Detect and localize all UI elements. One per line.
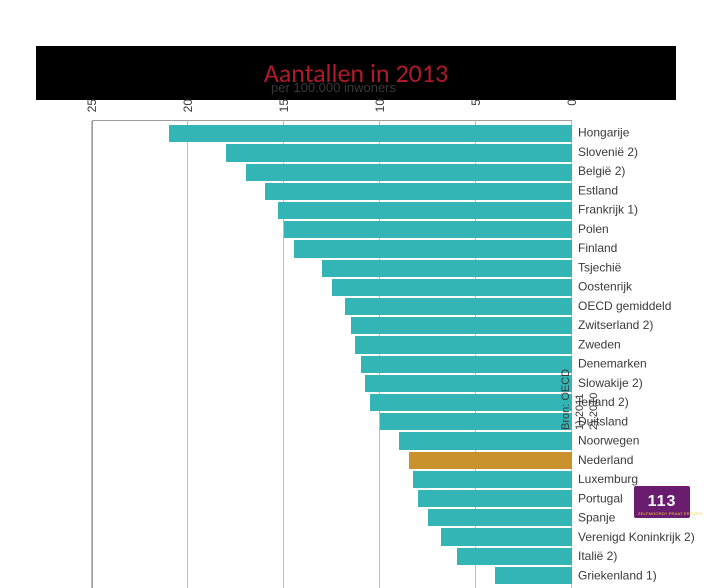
bar [428, 509, 572, 526]
y-axis-title-holder: per 100.000 inwoners [93, 77, 573, 97]
y-tick-label: 20 [181, 99, 195, 112]
bar [278, 202, 572, 219]
bar [361, 356, 572, 373]
bar [380, 413, 572, 430]
logo-tagline: ZELFMOORD? PRAAT EROVER. [638, 511, 703, 516]
bar [370, 394, 572, 411]
bar [345, 298, 572, 315]
category-label: Slovenië 2) [572, 143, 702, 160]
category-label: Zweden [572, 336, 702, 353]
source-note: Bron: OECD 1) 2011 2) 2010 [560, 369, 601, 430]
category-label: Oostenrijk [572, 278, 702, 295]
category-label: Nederland [572, 451, 702, 468]
bar [409, 452, 572, 469]
category-label: België 2) [572, 163, 702, 180]
category-label: Noorwegen [572, 432, 702, 449]
y-tick-label: 0 [565, 99, 579, 106]
category-label: Finland [572, 240, 702, 257]
bar [294, 240, 572, 257]
bar [246, 164, 572, 181]
logo-113: 113 ZELFMOORD? PRAAT EROVER. [634, 486, 690, 518]
y-tick-label: 10 [373, 99, 387, 112]
bar [495, 567, 572, 584]
logo-text: 113 [648, 493, 677, 511]
plot-area: 0510152025 per 100.000 inwoners [92, 120, 572, 588]
bar [169, 125, 572, 142]
category-label: Hongarije [572, 124, 702, 141]
y-axis-title: per 100.000 inwoners [270, 80, 395, 95]
bar [265, 183, 572, 200]
category-label: Polen [572, 220, 702, 237]
category-label: Griekenland 1) [572, 567, 702, 584]
category-label: Italië 2) [572, 548, 702, 565]
chart: 0510152025 per 100.000 inwoners Griekenl… [82, 120, 442, 480]
category-label: Zwitserland 2) [572, 317, 702, 334]
bar [284, 221, 572, 238]
bar [332, 279, 572, 296]
category-label: Verenigd Koninkrijk 2) [572, 528, 702, 545]
source-line: 1) 2011 [574, 369, 588, 430]
bar [355, 336, 572, 353]
y-tick-label: 15 [277, 99, 291, 112]
y-tick-label: 5 [469, 99, 483, 106]
bars [93, 125, 572, 584]
category-label: Estland [572, 182, 702, 199]
bar [457, 548, 572, 565]
bar [441, 528, 572, 545]
bar [399, 432, 572, 449]
bar [418, 490, 572, 507]
bar [365, 375, 572, 392]
bar [413, 471, 572, 488]
category-label: OECD gemiddeld [572, 297, 702, 314]
bar [351, 317, 572, 334]
slide: Aantallen in 2013 0510152025 per 100.000… [0, 0, 720, 540]
chart-rotated-canvas: 0510152025 per 100.000 inwoners Griekenl… [82, 120, 702, 588]
category-label: Tsjechië [572, 259, 702, 276]
bar [322, 260, 572, 277]
y-tick-label: 25 [85, 99, 99, 112]
category-label: Frankrijk 1) [572, 201, 702, 218]
source-line: 2) 2010 [588, 369, 602, 430]
source-line: Bron: OECD [560, 369, 574, 430]
gridline [91, 121, 92, 588]
bar [226, 144, 572, 161]
